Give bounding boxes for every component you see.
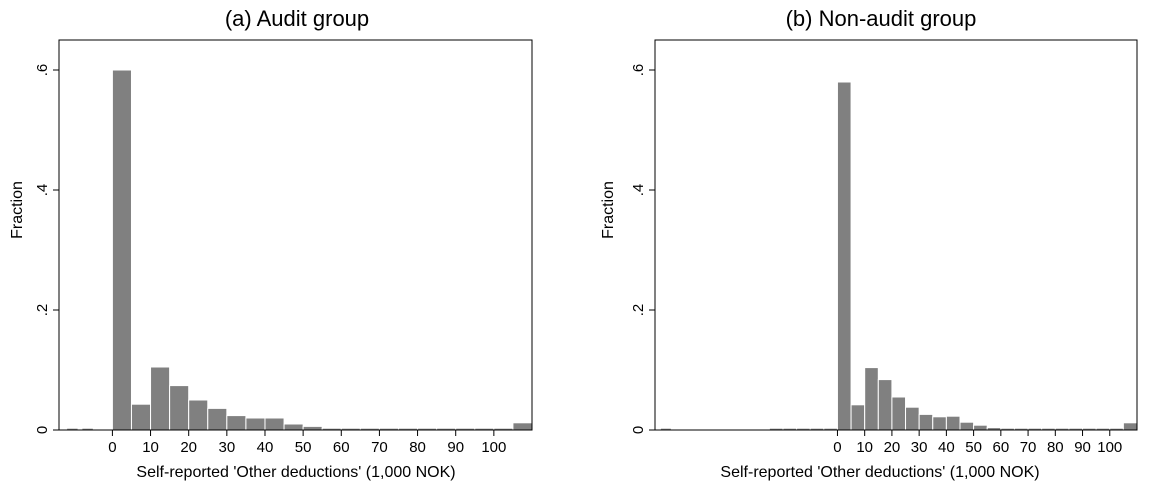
x-tick-label: 60 (333, 439, 350, 456)
y-tick-label: .6 (34, 64, 51, 77)
x-tick-label: 80 (409, 439, 426, 456)
x-axis-label: Self-reported 'Other deductions' (1,000 … (136, 464, 455, 481)
y-axis-label: Fraction (600, 181, 617, 239)
histogram-bar-12 (302, 425, 323, 431)
histogram-bar-12 (918, 413, 934, 431)
x-tick-label: 10 (856, 439, 873, 456)
histogram-bar-8 (864, 367, 879, 431)
histogram-bar-11 (283, 423, 304, 431)
y-tick-label: .2 (34, 304, 51, 317)
chart-title: (a) Audit group (225, 6, 369, 31)
x-tick-label: 100 (1097, 439, 1122, 456)
x-ticks-group: 0 10 20 30 40 50 60 70 80 90 100 (833, 430, 1122, 456)
plot-frame (58, 39, 533, 431)
histogram-bar-13 (932, 416, 947, 431)
histogram-bar-23 (512, 422, 533, 431)
y-tick-label: .4 (34, 184, 51, 197)
y-tick-label: .2 (630, 304, 647, 317)
histogram-bar-7 (850, 404, 866, 431)
x-tick-label: 20 (180, 439, 197, 456)
bars-group (66, 69, 533, 431)
histogram-non-audit-svg: (b) Non-audit group Fraction Self-report… (600, 6, 1138, 481)
histogram-bar-7 (207, 407, 228, 431)
x-tick-label: 40 (257, 439, 274, 456)
x-tick-label: 90 (447, 439, 464, 456)
x-tick-label: 40 (938, 439, 955, 456)
y-tick-label: 0 (34, 426, 51, 434)
histogram-bar-3 (130, 403, 152, 431)
histogram-bar-6 (188, 399, 209, 431)
chart-title: (b) Non-audit group (786, 6, 977, 31)
x-tick-label: 100 (481, 439, 506, 456)
histogram-bar-9 (877, 379, 893, 431)
x-axis-label: Self-reported 'Other deductions' (1,000 … (720, 464, 1039, 481)
histogram-audit-group: (a) Audit group Fraction Self-reported '… (0, 0, 574, 486)
x-ticks-group: 0 10 20 30 40 50 60 70 80 90 100 (108, 430, 506, 456)
x-tick-label: 0 (108, 439, 116, 456)
histogram-bar-9 (245, 417, 266, 431)
x-tick-label: 30 (218, 439, 235, 456)
histogram-bar-10 (891, 396, 907, 431)
histogram-bar-6 (836, 81, 852, 431)
x-tick-label: 0 (833, 439, 841, 456)
histogram-bar-14 (945, 415, 961, 431)
bars-group (659, 81, 1138, 431)
x-tick-label: 90 (1074, 439, 1091, 456)
x-tick-label: 80 (1047, 439, 1064, 456)
histogram-audit-svg: (a) Audit group Fraction Self-reported '… (9, 6, 533, 481)
y-tick-label: .4 (630, 184, 647, 197)
plot-frame (654, 39, 1138, 431)
histogram-non-audit-group: (b) Non-audit group Fraction Self-report… (595, 0, 1149, 486)
histogram-bar-27 (1122, 422, 1138, 431)
histogram-bar-16 (973, 424, 988, 431)
histogram-bar-8 (226, 415, 247, 431)
y-ticks-group: 0 .2 .4 .6 (630, 64, 655, 434)
x-tick-label: 70 (1020, 439, 1037, 456)
y-tick-label: 0 (630, 426, 647, 434)
x-tick-label: 50 (295, 439, 312, 456)
x-tick-label: 10 (142, 439, 159, 456)
histogram-bar-5 (169, 385, 190, 431)
y-ticks-group: 0 .2 .4 .6 (34, 64, 59, 434)
x-tick-label: 20 (884, 439, 901, 456)
histogram-bar-2 (111, 69, 132, 431)
x-tick-label: 50 (965, 439, 982, 456)
histogram-bar-15 (959, 421, 975, 431)
x-tick-label: 30 (911, 439, 928, 456)
y-tick-label: .6 (630, 64, 647, 77)
histogram-bar-11 (905, 406, 920, 431)
x-tick-label: 60 (992, 439, 1009, 456)
histogram-bar-4 (150, 366, 171, 431)
x-tick-label: 70 (371, 439, 388, 456)
histogram-bar-10 (264, 417, 285, 431)
y-axis-label: Fraction (9, 181, 26, 239)
